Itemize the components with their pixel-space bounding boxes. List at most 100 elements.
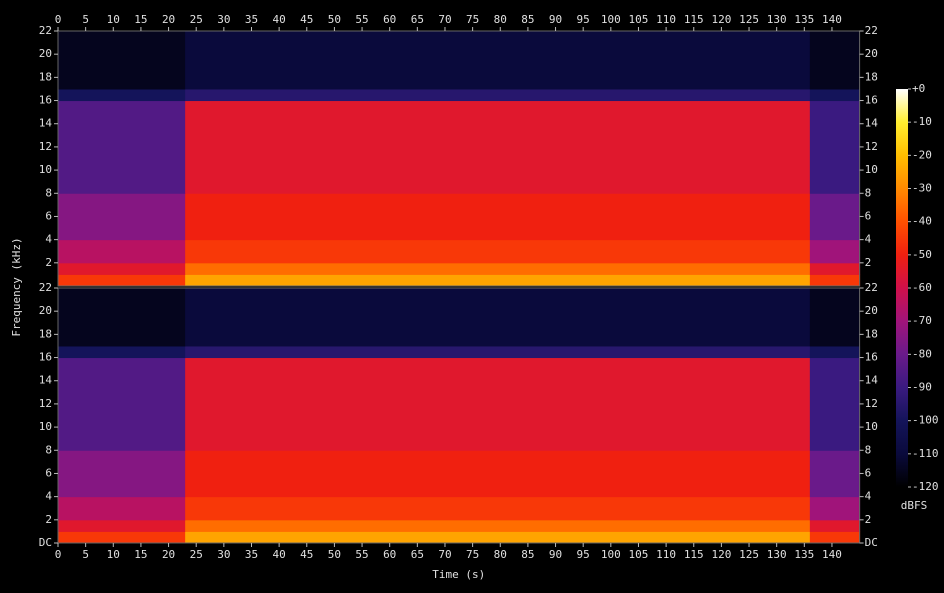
heatmap-cell xyxy=(185,31,811,90)
x-tick-label: 80 xyxy=(494,548,507,561)
y-tick-label: 4 xyxy=(45,490,52,503)
x-tick-label: 105 xyxy=(629,13,649,26)
colorbar-tick-label: -70 xyxy=(912,314,932,327)
colorbar-tick-label: -100 xyxy=(912,414,939,427)
colorbar-tick-label: -120 xyxy=(912,480,939,493)
y-tick-label: 20 xyxy=(39,304,52,317)
y-tick-label: 14 xyxy=(39,374,53,387)
y-tick-label: 16 xyxy=(865,94,878,107)
x-tick-label: 30 xyxy=(217,13,230,26)
x-tick-label: 15 xyxy=(134,548,147,561)
x-tick-label: 5 xyxy=(82,13,89,26)
x-tick-label: 100 xyxy=(601,548,621,561)
x-tick-label: 0 xyxy=(55,13,62,26)
x-tick-label: 20 xyxy=(162,548,175,561)
x-tick-label: 55 xyxy=(355,13,368,26)
y-tick-label: 14 xyxy=(39,117,53,130)
x-tick-label: 75 xyxy=(466,548,479,561)
heatmap-cell xyxy=(185,531,811,544)
y-tick-label: 20 xyxy=(39,47,52,60)
colorbar-tick-label: -10 xyxy=(912,115,932,128)
heatmap-cell xyxy=(185,239,811,264)
x-tick-label: 120 xyxy=(711,548,731,561)
colorbar-tick-label: -20 xyxy=(912,148,932,161)
x-tick-label: 100 xyxy=(601,13,621,26)
heatmap-cell xyxy=(185,193,811,241)
x-tick-label: 20 xyxy=(162,13,175,26)
y-tick-label: 2 xyxy=(45,513,52,526)
y-tick-label: 16 xyxy=(39,351,52,364)
y-tick-label: DC xyxy=(39,536,52,549)
x-tick-label: 130 xyxy=(767,13,787,26)
x-tick-label: 60 xyxy=(383,548,396,561)
heatmap-cell xyxy=(58,531,186,544)
x-tick-label: 105 xyxy=(629,548,649,561)
x-tick-label: 60 xyxy=(383,13,396,26)
y-tick-label: 6 xyxy=(45,466,52,479)
heatmap-cell xyxy=(185,345,811,359)
y-tick-label: 10 xyxy=(39,163,52,176)
x-tick-label: 140 xyxy=(822,13,842,26)
heatmap-cell xyxy=(809,239,861,264)
colorbar-label: dBFS xyxy=(901,499,928,512)
y-tick-label: 14 xyxy=(865,117,879,130)
x-tick-label: 30 xyxy=(217,548,230,561)
colorbar-tick-label: -110 xyxy=(912,447,939,460)
x-tick-label: 90 xyxy=(549,13,562,26)
x-tick-label: 70 xyxy=(438,548,451,561)
heatmap-cell xyxy=(58,519,186,532)
y-tick-label: 18 xyxy=(865,327,878,340)
x-tick-label: 0 xyxy=(55,548,62,561)
colorbar xyxy=(896,89,908,487)
y-tick-label: 20 xyxy=(865,304,878,317)
x-tick-label: 10 xyxy=(107,548,120,561)
y-tick-label: 8 xyxy=(865,443,872,456)
x-tick-label: 120 xyxy=(711,13,731,26)
y-tick-label: 22 xyxy=(39,24,52,37)
x-tick-label: 65 xyxy=(411,548,424,561)
y-tick-label: 6 xyxy=(865,209,872,222)
heatmap-cell xyxy=(58,88,186,102)
x-tick-label: 50 xyxy=(328,13,341,26)
x-tick-label: 75 xyxy=(466,13,479,26)
colorbar-tick-label: -40 xyxy=(912,215,932,228)
heatmap-cell xyxy=(809,31,861,90)
x-tick-label: 15 xyxy=(134,13,147,26)
x-tick-label: 25 xyxy=(190,548,203,561)
y-tick-label: 10 xyxy=(865,163,878,176)
x-tick-label: 130 xyxy=(767,548,787,561)
heatmap-cell xyxy=(58,262,186,275)
heatmap-cell xyxy=(58,31,186,90)
heatmap-cell xyxy=(185,357,811,451)
heatmap-cell xyxy=(58,450,186,498)
plot-frame xyxy=(57,30,861,287)
x-tick-label: 85 xyxy=(521,13,534,26)
colorbar-tick-label: -90 xyxy=(912,381,932,394)
x-tick-label: 50 xyxy=(328,548,341,561)
x-tick-label: 115 xyxy=(684,548,704,561)
x-tick-label: 45 xyxy=(300,548,313,561)
y-tick-label: 8 xyxy=(865,186,872,199)
heatmap-cell xyxy=(58,239,186,264)
colorbar-tick-label: +0 xyxy=(912,82,925,95)
heatmap-cell xyxy=(58,345,186,359)
y-tick-label: 12 xyxy=(39,140,52,153)
colorbar-tick-label: -80 xyxy=(912,347,932,360)
heatmap-cell xyxy=(185,519,811,532)
y-tick-label: 18 xyxy=(39,70,52,83)
y-tick-label: 8 xyxy=(45,443,52,456)
x-tick-label: 135 xyxy=(794,13,814,26)
x-tick-label: 125 xyxy=(739,548,759,561)
heatmap-cell xyxy=(809,288,861,347)
y-tick-label: 8 xyxy=(45,186,52,199)
x-tick-label: 55 xyxy=(355,548,368,561)
x-tick-label: 85 xyxy=(521,548,534,561)
y-axis-label: Frequency (kHz) xyxy=(10,237,23,336)
x-tick-label: 40 xyxy=(273,13,286,26)
x-tick-label: 115 xyxy=(684,13,704,26)
x-tick-label: 70 xyxy=(438,13,451,26)
heatmap-cell xyxy=(185,100,811,194)
y-tick-label: 4 xyxy=(865,490,872,503)
y-tick-label: 16 xyxy=(865,351,878,364)
x-tick-label: 140 xyxy=(822,548,842,561)
